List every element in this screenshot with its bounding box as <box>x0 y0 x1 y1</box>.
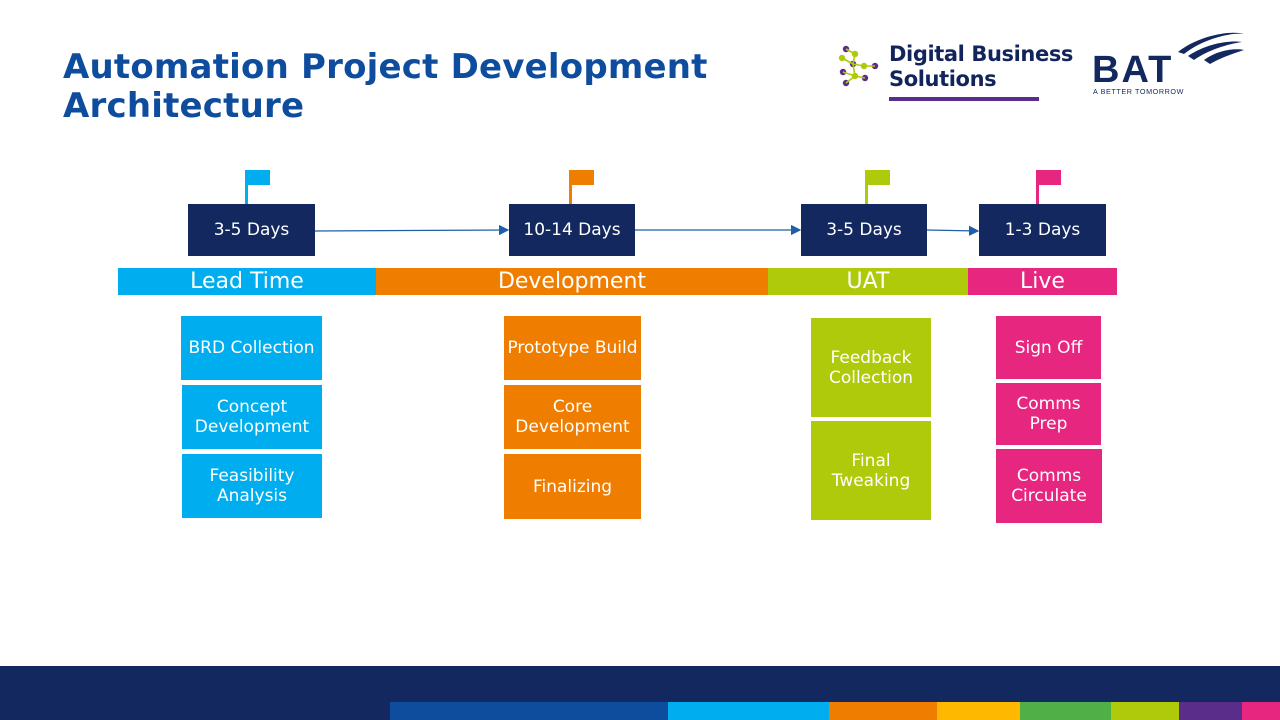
footer-stripe <box>937 702 1020 720</box>
footer-stripe <box>1020 702 1111 720</box>
task-core-development: Core Development <box>504 385 641 449</box>
duration-uat: 3-5 Days <box>801 204 927 256</box>
task-feasibility-analysis: Feasibility Analysis <box>182 454 322 518</box>
task-concept-development: Concept Development <box>182 385 322 449</box>
task-comms-prep: Comms Prep <box>996 383 1101 445</box>
bat-logo-name: BAT <box>1092 49 1173 91</box>
duration-lead-time: 3-5 Days <box>188 204 315 256</box>
connector-arrow <box>314 224 510 236</box>
bat-logo-tagline: A BETTER TOMORROW <box>1093 87 1184 96</box>
dbs-logo-text: Digital Business Solutions <box>889 42 1073 92</box>
dbs-logo-line2: Solutions <box>889 67 997 91</box>
phase-live: Live <box>968 268 1117 295</box>
dbs-logo-icon <box>838 45 879 87</box>
duration-development: 10-14 Days <box>509 204 635 256</box>
task-sign-off: Sign Off <box>996 316 1101 379</box>
connector-arrow <box>926 225 980 237</box>
footer-stripe <box>390 702 668 720</box>
duration-live: 1-3 Days <box>979 204 1106 256</box>
dbs-logo-line1: Digital Business <box>889 42 1074 66</box>
phase-uat: UAT <box>768 268 968 295</box>
flag-icon <box>865 170 890 204</box>
phase-development: Development <box>376 268 768 295</box>
page-title: Automation Project Development Architect… <box>63 47 708 126</box>
task-prototype-build: Prototype Build <box>504 316 641 380</box>
bat-logo: BAT A BETTER TOMORROW <box>1092 32 1244 96</box>
flag-icon <box>569 170 594 204</box>
task-comms-circulate: Comms Circulate <box>996 449 1102 523</box>
flag-icon <box>1036 170 1061 204</box>
dbs-underline <box>889 97 1039 101</box>
footer-stripe <box>1179 702 1242 720</box>
task-final-tweaking: Final Tweaking <box>811 421 931 520</box>
footer-stripe <box>1242 702 1280 720</box>
footer-stripe <box>668 702 829 720</box>
task-finalizing: Finalizing <box>504 454 641 519</box>
task-brd-collection: BRD Collection <box>181 316 322 380</box>
footer-stripe <box>829 702 937 720</box>
task-feedback-collection: Feedback Collection <box>811 318 931 417</box>
phase-lead-time: Lead Time <box>118 268 376 295</box>
flag-icon <box>245 170 270 204</box>
footer-stripe <box>1111 702 1179 720</box>
